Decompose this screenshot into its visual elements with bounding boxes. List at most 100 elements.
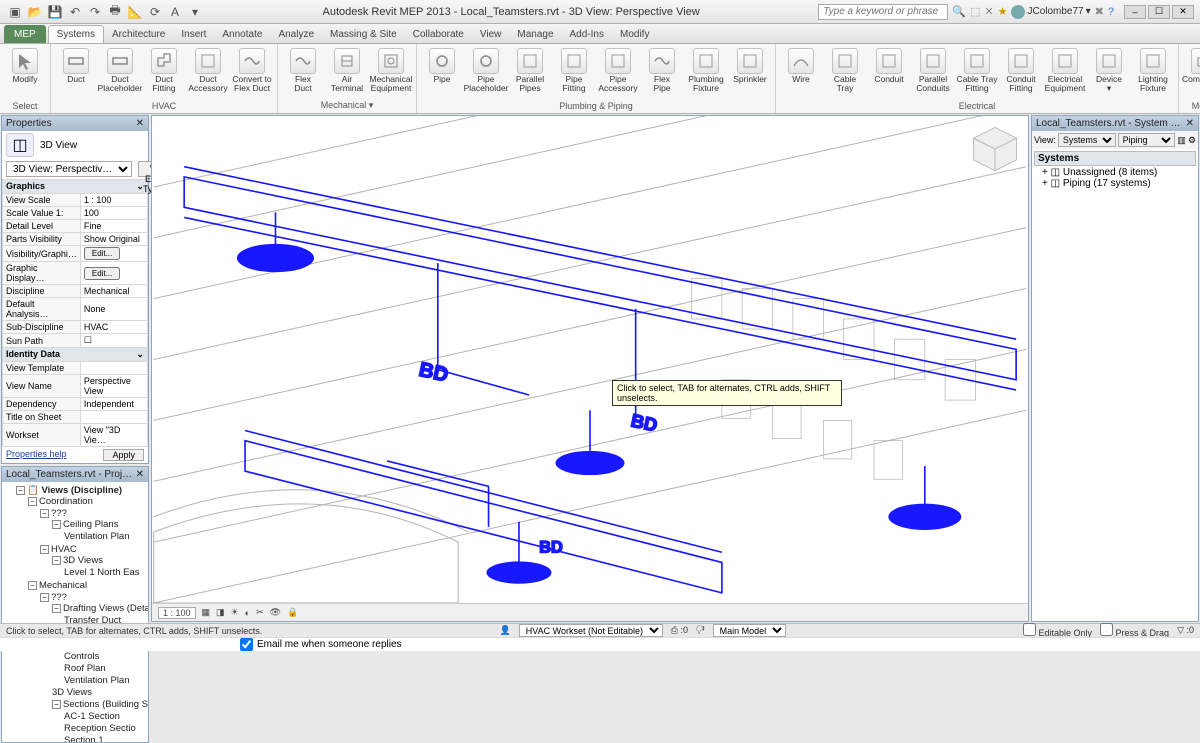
prop-value[interactable]: View "3D Vie… xyxy=(80,424,147,447)
ribbon-btn-pipe[interactable]: Pipe xyxy=(421,46,463,84)
help-icon[interactable]: ? xyxy=(1108,6,1114,18)
prop-value[interactable]: 1 : 100 xyxy=(80,194,147,207)
active-workset-selector[interactable]: HVAC Workset (Not Editable) xyxy=(519,624,663,637)
ribbon-btn-flex-pipe[interactable]: Flex Pipe xyxy=(641,46,683,93)
measure-icon[interactable]: 📐 xyxy=(126,3,144,21)
tree-item[interactable]: Ventilation Plan xyxy=(64,530,146,542)
minimize-button[interactable]: – xyxy=(1124,5,1146,19)
design-options-icon[interactable]: ⎙ :0 xyxy=(671,625,688,636)
ribbon-btn-sprinkler[interactable]: Sprinkler xyxy=(729,46,771,84)
properties-header[interactable]: Properties ✕ xyxy=(2,116,148,131)
tab-analyze[interactable]: Analyze xyxy=(270,25,322,43)
apply-button[interactable]: Apply xyxy=(103,449,144,461)
sb-settings-icon[interactable]: ⚙ xyxy=(1188,135,1196,146)
qat-dropdown-icon[interactable]: ▾ xyxy=(186,3,204,21)
ribbon-btn-cable-tray[interactable]: Cable Tray xyxy=(824,46,866,93)
sb-column-header[interactable]: Systems xyxy=(1034,151,1196,166)
sun-path-icon[interactable]: ☀ xyxy=(231,607,239,618)
detail-level-icon[interactable]: ▦ xyxy=(202,607,211,618)
system-item[interactable]: + ◫ Unassigned (8 items) xyxy=(1042,167,1196,178)
tree-item[interactable]: −Coordination−???−Ceiling PlansVentilati… xyxy=(28,496,146,580)
open-icon[interactable]: 📂 xyxy=(26,3,44,21)
tab-manage[interactable]: Manage xyxy=(509,25,561,43)
ribbon-btn-mechanical-equipment[interactable]: Mechanical Equipment xyxy=(370,46,412,93)
ribbon-btn-electrical-equipment[interactable]: Electrical Equipment xyxy=(1044,46,1086,93)
press-drag-checkbox[interactable]: Press & Drag xyxy=(1100,623,1169,638)
project-browser-header[interactable]: Local_Teamsters.rvt - Project Browser ✕ xyxy=(2,467,148,482)
properties-help-link[interactable]: Properties help xyxy=(6,449,67,461)
prop-group-header[interactable]: Graphics ⌄ xyxy=(3,180,148,194)
close-button[interactable]: ✕ xyxy=(1172,5,1194,19)
project-browser-close-icon[interactable]: ✕ xyxy=(136,469,144,480)
save-icon[interactable]: 💾 xyxy=(46,3,64,21)
system-browser-header[interactable]: Local_Teamsters.rvt - System Browser ✕ xyxy=(1032,116,1198,131)
print-icon[interactable]: 🖶 xyxy=(106,3,124,21)
tree-item[interactable]: Ventilation Plan xyxy=(64,674,146,686)
ribbon-btn-duct-accessory[interactable]: Duct Accessory xyxy=(187,46,229,93)
tree-item[interactable]: Level 1 North Eas xyxy=(64,566,146,578)
favorite-icon[interactable]: ★ xyxy=(998,5,1008,18)
lock-icon[interactable]: 🔒 xyxy=(287,607,298,618)
tree-item[interactable]: −Sections (Building SeAC-1 SectionRecept… xyxy=(52,699,146,743)
prop-value[interactable]: Edit... xyxy=(80,246,147,262)
user-dropdown-icon[interactable]: ▾ xyxy=(1086,6,1091,17)
tree-item[interactable]: 3D Views xyxy=(52,687,146,699)
ribbon-btn-pipe-accessory[interactable]: Pipe Accessory xyxy=(597,46,639,93)
main-model-selector[interactable]: Main Model xyxy=(713,624,786,637)
prop-value[interactable]: Fine xyxy=(80,220,147,233)
system-browser-tree[interactable]: Systems + ◫ Unassigned (8 items)+ ◫ Pipi… xyxy=(1032,149,1198,191)
tab-modify[interactable]: Modify xyxy=(612,25,657,43)
view-scale-selector[interactable]: 1 : 100 xyxy=(158,607,196,619)
ribbon-btn-cable-tray-fitting[interactable]: Cable Tray Fitting xyxy=(956,46,998,93)
ribbon-btn-duct-fitting[interactable]: Duct Fitting xyxy=(143,46,185,93)
sync-icon[interactable]: ⟳ xyxy=(146,3,164,21)
prop-value[interactable] xyxy=(80,362,147,375)
ribbon-btn-duct[interactable]: Duct xyxy=(55,46,97,84)
ribbon-btn-device-[interactable]: Device ▾ xyxy=(1088,46,1130,93)
ribbon-btn-air-terminal[interactable]: Air Terminal xyxy=(326,46,368,93)
tab-view[interactable]: View xyxy=(472,25,510,43)
editable-only-checkbox[interactable]: Editable Only xyxy=(1023,623,1092,638)
tab-add-ins[interactable]: Add-Ins xyxy=(562,25,612,43)
ribbon-btn-pipe-fitting[interactable]: Pipe Fitting xyxy=(553,46,595,93)
tab-insert[interactable]: Insert xyxy=(173,25,214,43)
ribbon-btn-modify[interactable]: Modify xyxy=(4,46,46,84)
property-selector[interactable]: 3D View: Perspectiv… xyxy=(6,161,132,177)
redo-icon[interactable]: ↷ xyxy=(86,3,104,21)
prop-value[interactable]: Independent xyxy=(80,398,147,411)
workset-icon[interactable]: 👤 xyxy=(500,625,511,636)
prop-value[interactable]: Show Original xyxy=(80,233,147,246)
file-tab[interactable]: MEP xyxy=(4,25,46,43)
filter-selection-icon[interactable]: ▽ :0 xyxy=(1177,625,1194,636)
sb-filter-selector[interactable]: Piping xyxy=(1118,133,1176,147)
tree-item[interactable]: Reception Sectio xyxy=(64,722,146,734)
tab-collaborate[interactable]: Collaborate xyxy=(405,25,472,43)
sb-view-selector[interactable]: Systems xyxy=(1058,133,1116,147)
ribbon-btn-conduit[interactable]: Conduit xyxy=(868,46,910,84)
prop-value[interactable]: Edit... xyxy=(80,262,147,285)
hide-isolate-icon[interactable]: 👁 xyxy=(270,607,281,618)
view-cube[interactable] xyxy=(968,122,1022,176)
tree-item[interactable]: −3D ViewsLevel 1 North Eas xyxy=(52,555,146,579)
sb-column-icon[interactable]: ▥ xyxy=(1177,135,1186,146)
system-browser-close-icon[interactable]: ✕ xyxy=(1186,118,1194,129)
ribbon-btn-flex-duct[interactable]: Flex Duct xyxy=(282,46,324,93)
ribbon-btn-component-[interactable]: Component ▾ xyxy=(1183,46,1200,93)
tree-item[interactable]: −HVAC−3D ViewsLevel 1 North Eas xyxy=(40,543,146,579)
tree-item[interactable]: AC-1 Section xyxy=(64,710,146,722)
tree-item[interactable]: Controls xyxy=(64,650,146,662)
ribbon-btn-pipe-placeholder[interactable]: Pipe Placeholder xyxy=(465,46,507,93)
tree-item[interactable]: Section 1 xyxy=(64,734,146,742)
tab-systems[interactable]: Systems xyxy=(48,25,104,43)
properties-grid[interactable]: Graphics ⌄View Scale1 : 100Scale Value 1… xyxy=(2,179,148,447)
prop-value[interactable]: HVAC xyxy=(80,321,147,334)
help-search-input[interactable] xyxy=(818,4,948,20)
undo-icon[interactable]: ↶ xyxy=(66,3,84,21)
maximize-button[interactable]: ☐ xyxy=(1148,5,1170,19)
canvas-3d-view[interactable]: BD BD BD Click to select, TAB for altern… xyxy=(152,116,1028,603)
tab-architecture[interactable]: Architecture xyxy=(104,25,173,43)
tree-item[interactable]: Roof Plan xyxy=(64,662,146,674)
project-browser-tree[interactable]: −📋 Views (Discipline)−Coordination−???−C… xyxy=(2,482,148,742)
user-chip[interactable]: JColombe77 ▾ xyxy=(1011,5,1090,19)
prop-value[interactable]: 100 xyxy=(80,207,147,220)
